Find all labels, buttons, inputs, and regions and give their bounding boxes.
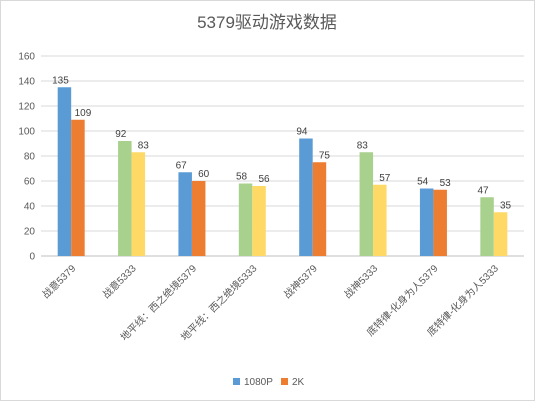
- data-label: 67: [176, 160, 188, 171]
- bar: [493, 212, 508, 256]
- bar: [57, 87, 72, 256]
- legend-swatch-2k: [281, 378, 288, 385]
- data-label: 56: [259, 174, 271, 185]
- data-labels: 135 109 92 83 67 60 58 56 94 75 83 57 54 53 47 35: [52, 75, 511, 211]
- bar: [118, 141, 132, 256]
- bar: [238, 183, 253, 256]
- legend: 1080P 2K: [233, 377, 305, 388]
- data-label: 57: [379, 173, 391, 184]
- bar: [419, 188, 434, 256]
- bar: [433, 189, 447, 256]
- y-tick-label: 160: [18, 52, 35, 63]
- data-label: 109: [75, 108, 92, 119]
- data-label: 75: [319, 150, 331, 161]
- bar: [480, 197, 494, 256]
- data-label: 60: [198, 169, 210, 180]
- x-category-label: 战神5379: [281, 262, 320, 301]
- data-label: 53: [440, 178, 452, 189]
- y-tick-label: 100: [18, 127, 35, 138]
- y-tick-label: 0: [29, 252, 35, 263]
- y-tick-label: 80: [24, 152, 36, 163]
- bar: [312, 162, 327, 256]
- bar: [299, 138, 313, 256]
- data-label: 47: [478, 185, 490, 196]
- data-label: 58: [236, 172, 248, 183]
- x-category-label: 战神5333: [341, 262, 380, 301]
- y-axis-ticks: 0 20 40 60 80 100 120 140 160: [18, 52, 35, 263]
- data-label: 83: [138, 140, 150, 151]
- y-tick-label: 60: [24, 177, 36, 188]
- gridlines: [41, 55, 524, 257]
- legend-label-1080p: 1080P: [244, 377, 273, 388]
- legend-swatch-1080p: [233, 378, 240, 385]
- legend-label-2k: 2K: [292, 377, 305, 388]
- bar: [131, 152, 146, 256]
- y-tick-label: 40: [24, 202, 36, 213]
- chart-title: 5379驱动游戏数据: [197, 13, 337, 32]
- data-label: 83: [357, 140, 369, 151]
- data-label: 35: [500, 200, 512, 211]
- data-label: 92: [115, 129, 127, 140]
- y-tick-label: 120: [18, 102, 35, 113]
- bar: [373, 184, 387, 256]
- bar: [252, 186, 266, 256]
- y-tick-label: 20: [24, 227, 36, 238]
- data-label: 54: [417, 177, 429, 188]
- bar: [191, 181, 206, 256]
- bar: [359, 152, 374, 256]
- data-label: 94: [296, 127, 308, 138]
- x-category-label: 战意5333: [100, 262, 139, 301]
- bar: [71, 119, 85, 256]
- x-category-label: 战意5379: [39, 262, 78, 301]
- data-label: 135: [52, 75, 69, 86]
- y-tick-label: 140: [18, 77, 35, 88]
- bars: [57, 87, 508, 256]
- bar: [178, 172, 192, 256]
